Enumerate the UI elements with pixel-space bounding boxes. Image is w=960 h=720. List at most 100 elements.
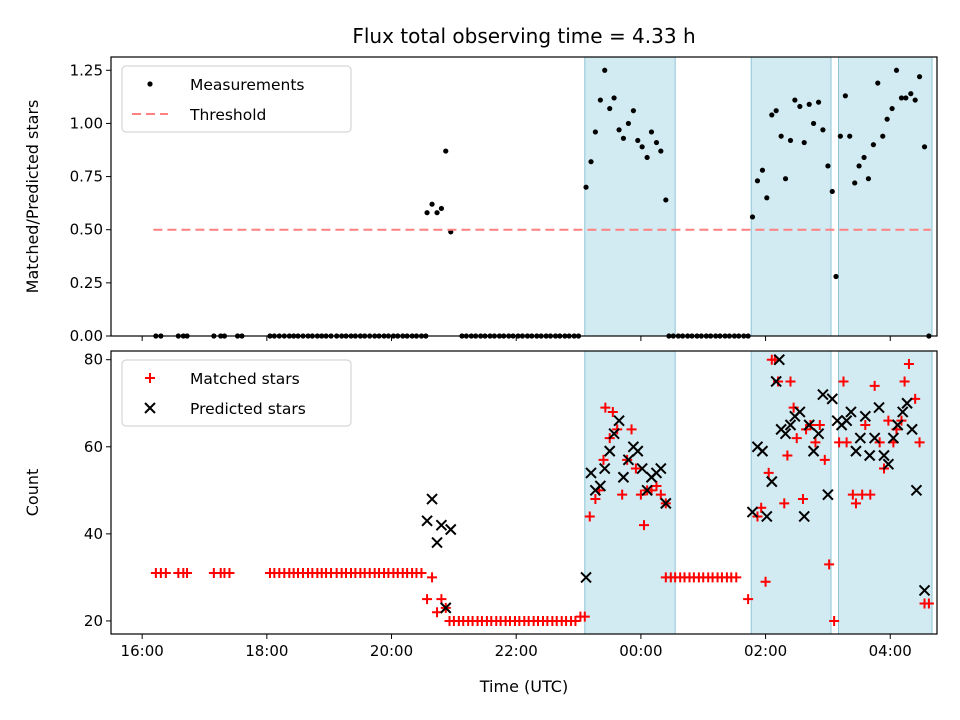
data-point	[908, 91, 914, 97]
data-point	[889, 105, 895, 112]
marker-stroke	[416, 568, 427, 579]
marker-stroke	[756, 445, 769, 457]
data-point	[852, 180, 858, 186]
data-point	[882, 458, 895, 470]
top-panel: 0.00 0.25 0.50 0.75 1.00 1.25 Flux total obser…	[23, 24, 938, 345]
data-point	[878, 449, 890, 462]
data-point	[731, 572, 742, 583]
marker-stroke	[421, 515, 433, 527]
data-point	[626, 424, 637, 435]
legend-label: Threshold	[189, 106, 266, 124]
marker-stroke	[743, 594, 754, 605]
data-point	[655, 489, 666, 500]
data-point	[421, 515, 433, 527]
marker-stroke	[868, 432, 881, 444]
marker-stroke	[585, 467, 597, 479]
marker-stroke	[608, 428, 620, 440]
legend: Matched stars Predicted stars	[121, 359, 352, 427]
marker-stroke	[427, 572, 438, 583]
data-point	[653, 139, 660, 146]
marker-stroke	[746, 506, 759, 518]
marker-stroke	[810, 437, 821, 448]
marker-stroke	[860, 420, 871, 431]
data-point	[870, 142, 877, 148]
legend-item: Matched stars	[145, 370, 300, 388]
data-point	[869, 380, 880, 391]
data-point	[754, 178, 761, 184]
data-point	[841, 437, 852, 448]
data-point	[583, 184, 589, 190]
data-point	[773, 354, 785, 366]
data-point	[759, 167, 766, 173]
x-tick-label: 02:00	[744, 642, 787, 660]
data-point	[893, 67, 900, 73]
data-point	[438, 205, 444, 212]
shaded-interval	[750, 56, 832, 337]
marker-stroke	[878, 449, 890, 462]
data-point	[842, 93, 848, 99]
marker-stroke	[847, 489, 858, 500]
data-point	[899, 376, 910, 387]
data-point	[440, 602, 452, 614]
data-point	[845, 406, 857, 418]
data-point	[434, 210, 440, 216]
data-point	[604, 445, 616, 457]
data-point	[847, 133, 853, 139]
data-point	[921, 144, 928, 150]
data-point	[632, 445, 644, 457]
marker-stroke	[814, 420, 825, 431]
data-point	[588, 159, 594, 165]
data-point	[897, 406, 909, 418]
data-point	[880, 133, 886, 139]
marker-stroke	[431, 536, 443, 549]
marker-stroke	[580, 571, 592, 584]
legend-box	[121, 359, 352, 427]
data-point	[644, 154, 650, 161]
data-point	[873, 401, 885, 414]
marker-stroke	[773, 376, 784, 387]
data-point	[826, 393, 838, 405]
marker-stroke	[440, 602, 452, 614]
data-point	[810, 120, 817, 127]
data-point	[749, 214, 756, 220]
y-axis-label: Matched/Predicted stars	[23, 100, 42, 294]
marker-stroke	[422, 594, 433, 605]
data-point	[608, 428, 620, 440]
data-point	[863, 449, 876, 462]
data-point	[903, 95, 909, 101]
marker-stroke	[770, 375, 782, 388]
data-point	[887, 432, 900, 444]
data-point	[856, 163, 862, 169]
marker-stroke	[584, 511, 595, 522]
data-point	[611, 95, 617, 101]
data-point	[819, 454, 830, 465]
data-point	[782, 450, 793, 461]
marker-stroke	[850, 498, 861, 509]
marker-stroke	[655, 462, 667, 475]
legend-label: Predicted stars	[190, 400, 306, 418]
data-point	[840, 414, 853, 427]
data-point	[850, 498, 861, 509]
data-point	[584, 511, 595, 522]
marker-stroke	[869, 380, 880, 391]
data-point	[635, 489, 646, 500]
data-point	[798, 510, 810, 523]
marker-stroke	[636, 462, 648, 475]
data-point	[622, 454, 635, 466]
data-point	[594, 480, 607, 492]
marker-stroke	[160, 568, 171, 579]
data-point	[903, 359, 914, 370]
data-point	[824, 559, 835, 570]
marker-stroke	[600, 402, 611, 413]
data-point	[803, 419, 815, 431]
data-point	[812, 428, 825, 440]
data-point	[883, 415, 894, 426]
y-tick-label: 40	[84, 525, 103, 543]
y-tick-label: 80	[84, 351, 103, 369]
marker-stroke	[731, 572, 742, 583]
data-point	[764, 195, 770, 201]
data-point	[625, 120, 632, 127]
x-tick-label: 18:00	[245, 642, 288, 660]
y-axis-label: Count	[23, 469, 42, 517]
marker-stroke	[635, 489, 646, 500]
